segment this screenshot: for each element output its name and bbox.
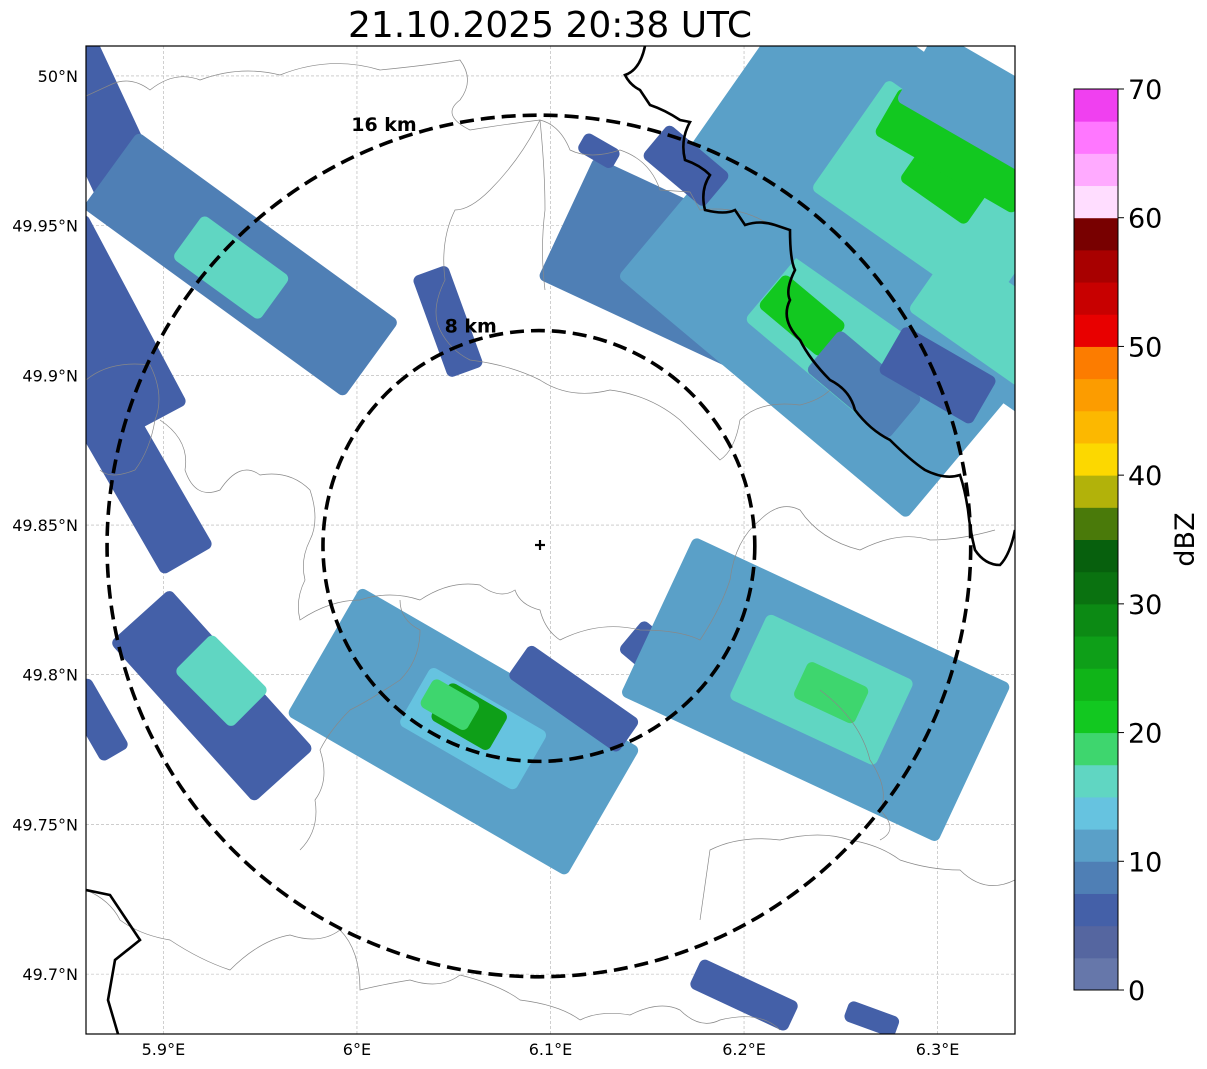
colorbar-segment (1074, 957, 1118, 991)
colorbar-segment (1074, 249, 1118, 283)
colorbar-segment (1074, 668, 1118, 701)
echo-cell (643, 125, 729, 206)
axis-tick-labels: 5.9°E 6°E 6.1°E 6.2°E 6.3°E 50°N 49.95°N 49.9°N… (12, 67, 959, 1059)
lon-tick-label: 5.9°E (142, 1040, 186, 1059)
colorbar-segment (1074, 410, 1118, 444)
colorbar-segment (1074, 282, 1118, 315)
colorbar-segment (1074, 442, 1118, 476)
echo-cell (176, 635, 267, 726)
echo-cell (759, 275, 845, 356)
echo-cell (794, 662, 869, 724)
colorbar-segment (1074, 539, 1118, 573)
lat-tick-label: 49.85°N (12, 516, 78, 535)
lon-tick-label: 6.2°E (722, 1040, 766, 1059)
range-rings: 8 km 16 km (105, 113, 973, 979)
echo-cell (875, 89, 1015, 213)
echo-cell (86, 215, 186, 440)
colorbar-tick-label: 60 (1128, 204, 1162, 235)
colorbar-frame (1073, 88, 1119, 991)
colorbar-segment (1074, 700, 1118, 734)
colorbar-segment (1074, 636, 1118, 669)
echo-cell (807, 331, 921, 438)
echo-cell (578, 133, 620, 169)
echo-cell (690, 959, 798, 1031)
lon-tick-label: 6.1°E (529, 1040, 573, 1059)
colorbar-segment (1074, 217, 1118, 251)
colorbar-segment (1074, 346, 1118, 380)
colorbar-segment (1074, 185, 1118, 219)
map-panel: 8 km 16 km 5.9°E 6°E 6.1°E 6.2°E 6.3°E 50°N 49.… (12, 45, 1016, 1059)
colorbar-segment (1074, 925, 1118, 959)
radar-site-marker (535, 540, 545, 550)
colorbar-tick-label: 20 (1128, 719, 1162, 750)
colorbar-segment (1074, 732, 1118, 766)
colorbar-segment (1074, 378, 1118, 412)
colorbar-segment (1074, 153, 1118, 187)
colorbar-segment (1074, 507, 1118, 540)
lat-tick-label: 49.95°N (12, 217, 78, 236)
echo-cell (844, 1001, 900, 1034)
echo-cell (413, 266, 483, 377)
echo-cell (174, 216, 289, 319)
lon-tick-label: 6°E (343, 1040, 371, 1059)
colorbar-tick-label: 0 (1128, 976, 1145, 1007)
echo-cell (898, 46, 1015, 180)
echo-cell (910, 246, 1015, 385)
colorbar-tick-label: 70 (1128, 75, 1162, 106)
lat-tick-label: 49.8°N (22, 666, 78, 685)
municipal-boundaries (86, 59, 1015, 1031)
echo-cell (86, 678, 128, 761)
colorbar-segment (1074, 571, 1118, 605)
range-ring-label: 16 km (351, 114, 417, 136)
dbz-colorbar: 0 10 20 30 40 50 60 70 dBZ (1073, 75, 1201, 1007)
colorbar-tick-label: 40 (1128, 461, 1162, 492)
lat-tick-label: 50°N (38, 67, 78, 86)
lat-tick-label: 49.9°N (22, 366, 78, 385)
colorbar-segment (1074, 121, 1118, 154)
echo-cell (509, 645, 639, 752)
echo-cell (879, 327, 996, 424)
colorbar-segment (1074, 861, 1118, 894)
map-frame (85, 45, 1016, 1035)
colorbar-segment (1074, 796, 1118, 830)
colorbar-tick-label: 30 (1128, 590, 1162, 621)
range-ring-16km (105, 113, 973, 979)
lat-tick-label: 49.75°N (12, 815, 78, 834)
range-ring-8km (321, 328, 757, 764)
colorbar-segment (1074, 893, 1118, 927)
colorbar-tick-label: 10 (1128, 847, 1162, 878)
colorbar-segment (1074, 829, 1118, 862)
echo-cell (420, 679, 480, 730)
colorbar-label: dBZ (1170, 512, 1201, 566)
colorbar-tick-label: 50 (1128, 332, 1162, 363)
colorbar-segment (1074, 89, 1118, 122)
colorbar-segment (1074, 764, 1118, 798)
colorbar-segment (1074, 475, 1118, 508)
chart-title: 21.10.2025 20:38 UTC (348, 5, 752, 46)
colorbar-segment (1074, 314, 1118, 347)
national-borders (86, 46, 1015, 1034)
lon-tick-label: 6.3°E (916, 1040, 960, 1059)
range-ring-label: 8 km (445, 316, 497, 338)
colorbar-segment (1074, 603, 1118, 637)
lat-tick-label: 49.7°N (22, 965, 78, 984)
